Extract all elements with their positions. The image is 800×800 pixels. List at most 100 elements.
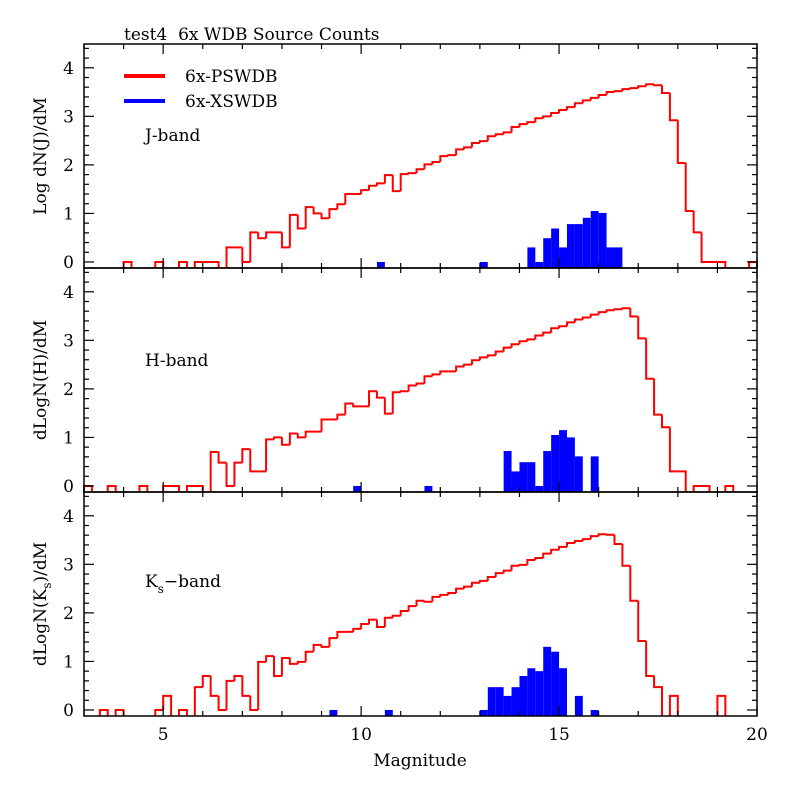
pswdb-step (502, 346, 512, 352)
pswdb-step (296, 214, 306, 230)
xswdb-bar (511, 687, 520, 716)
pswdb-step (383, 616, 393, 627)
legend-label-xswdb: 6x-XSWDB (185, 92, 278, 112)
pswdb-step (637, 600, 647, 643)
xswdb-bar (574, 456, 583, 492)
pswdb-step (478, 356, 488, 361)
pswdb-step (368, 184, 377, 191)
xswdb-bar (559, 247, 567, 268)
pswdb-step (249, 695, 259, 711)
pswdb-step (510, 564, 520, 571)
pswdb-step (122, 260, 133, 268)
pswdb-step (748, 260, 758, 268)
y-tick-label: 2 (63, 604, 74, 624)
pswdb-step (98, 708, 109, 716)
pswdb-step (455, 587, 465, 593)
pswdb-step (676, 120, 686, 164)
pswdb-step (463, 146, 472, 150)
xswdb-bar (551, 651, 560, 716)
pswdb-step (668, 93, 678, 122)
pswdb-step (368, 618, 377, 625)
pswdb-step (383, 397, 393, 415)
pswdb-step (273, 436, 282, 440)
panel-1 (83, 307, 735, 492)
pswdb-step (581, 538, 591, 542)
pswdb-step (447, 591, 457, 595)
pswdb-step (336, 203, 346, 210)
xswdb-bar (543, 238, 552, 268)
xswdb-bar (511, 471, 520, 492)
pswdb-step (217, 451, 227, 464)
pswdb-step (645, 83, 655, 87)
y-tick-label: 0 (63, 253, 74, 273)
pswdb-step (415, 599, 425, 607)
pswdb-step (439, 593, 449, 597)
pswdb-step (668, 694, 679, 716)
pswdb-step (637, 85, 647, 89)
y-tick-label: 2 (63, 380, 74, 400)
pswdb-step (502, 131, 512, 135)
pswdb-step (304, 430, 314, 438)
pswdb-step (486, 575, 496, 581)
pswdb-step (375, 391, 385, 399)
band-label-h: H-band (145, 351, 209, 371)
pswdb-step (526, 121, 536, 125)
pswdb-step (550, 111, 560, 117)
pswdb-step (138, 484, 149, 492)
pswdb-step (162, 484, 172, 492)
pswdb-step (210, 260, 220, 268)
x-tick-label: 15 (548, 725, 570, 745)
pswdb-step (431, 160, 441, 165)
y-tick-label: 4 (63, 59, 74, 79)
pswdb-step (597, 311, 607, 315)
pswdb-step (470, 142, 480, 148)
pswdb-step (407, 172, 417, 175)
pswdb-step (320, 213, 330, 220)
pswdb-step (502, 569, 512, 574)
pswdb-step (463, 585, 472, 589)
pswdb-step (629, 308, 639, 318)
pswdb-step (447, 154, 457, 157)
pswdb-step (701, 484, 711, 492)
pswdb-step (597, 93, 607, 98)
pswdb-step (573, 102, 583, 108)
pswdb-step (209, 675, 219, 697)
y-tick-label: 4 (63, 507, 74, 527)
pswdb-step (439, 155, 449, 162)
pswdb-step (478, 579, 488, 583)
xswdb-bar (614, 247, 623, 268)
pswdb-step (312, 643, 322, 652)
pswdb-step (542, 331, 552, 336)
xswdb-bar (590, 709, 599, 716)
pswdb-step (194, 484, 204, 492)
pswdb-step (455, 148, 465, 156)
pswdb-step (383, 174, 393, 184)
xswdb-bar (329, 709, 338, 716)
xswdb-bar (590, 456, 599, 492)
y-tick-label: 3 (63, 107, 74, 127)
pswdb-step (653, 378, 662, 416)
pswdb-step (431, 595, 441, 602)
xswdb-bar (590, 211, 599, 268)
pswdb-step (368, 390, 377, 407)
pswdb-step (534, 557, 544, 560)
pswdb-step (692, 211, 702, 234)
pswdb-step (653, 675, 663, 716)
xswdb-bar (519, 675, 528, 716)
pswdb-step (241, 448, 251, 463)
x-tick-label: 20 (746, 725, 768, 745)
pswdb-step (391, 175, 401, 193)
pswdb-step (621, 307, 631, 310)
pswdb-step (336, 630, 346, 639)
pswdb-step (565, 541, 575, 547)
pswdb-step (653, 84, 662, 87)
y-axis-label-j: Log dN(J)/dM (31, 97, 51, 215)
pswdb-step (605, 91, 615, 95)
pswdb-step (677, 470, 687, 492)
pswdb-step (233, 674, 243, 681)
xswdb-bar (574, 224, 583, 268)
pswdb-step (288, 213, 298, 248)
pswdb-step (360, 623, 370, 629)
pswdb-step (249, 231, 259, 262)
